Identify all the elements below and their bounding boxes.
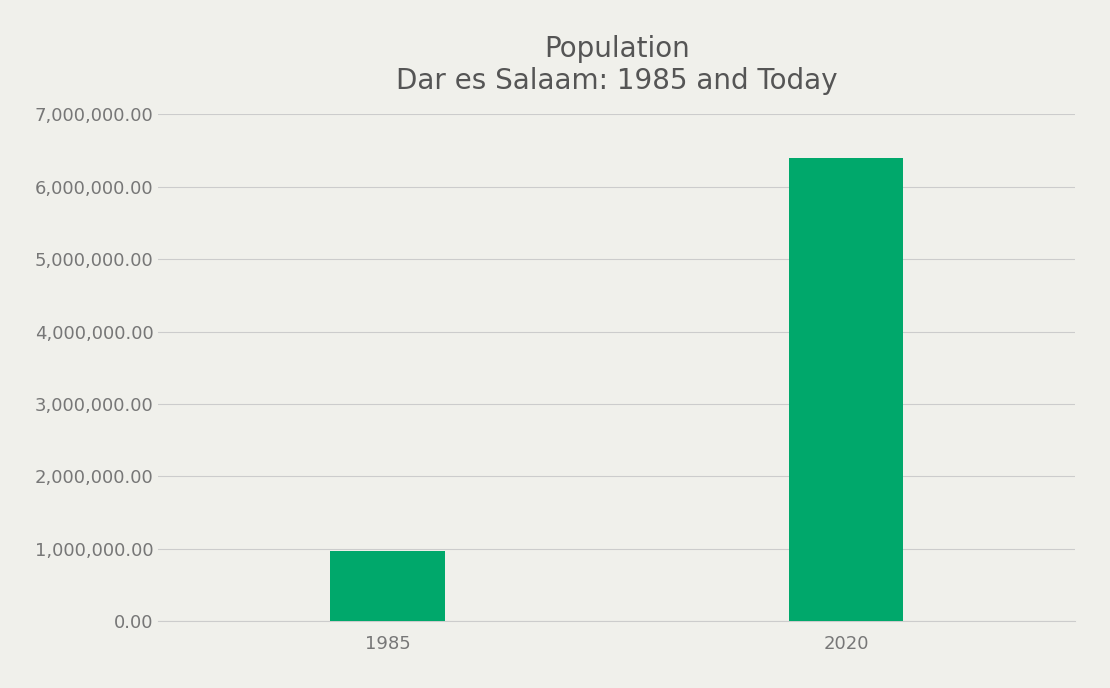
Bar	[789, 158, 904, 621]
Title: Population
Dar es Salaam: 1985 and Today: Population Dar es Salaam: 1985 and Today	[396, 34, 838, 95]
Bar	[331, 551, 445, 621]
